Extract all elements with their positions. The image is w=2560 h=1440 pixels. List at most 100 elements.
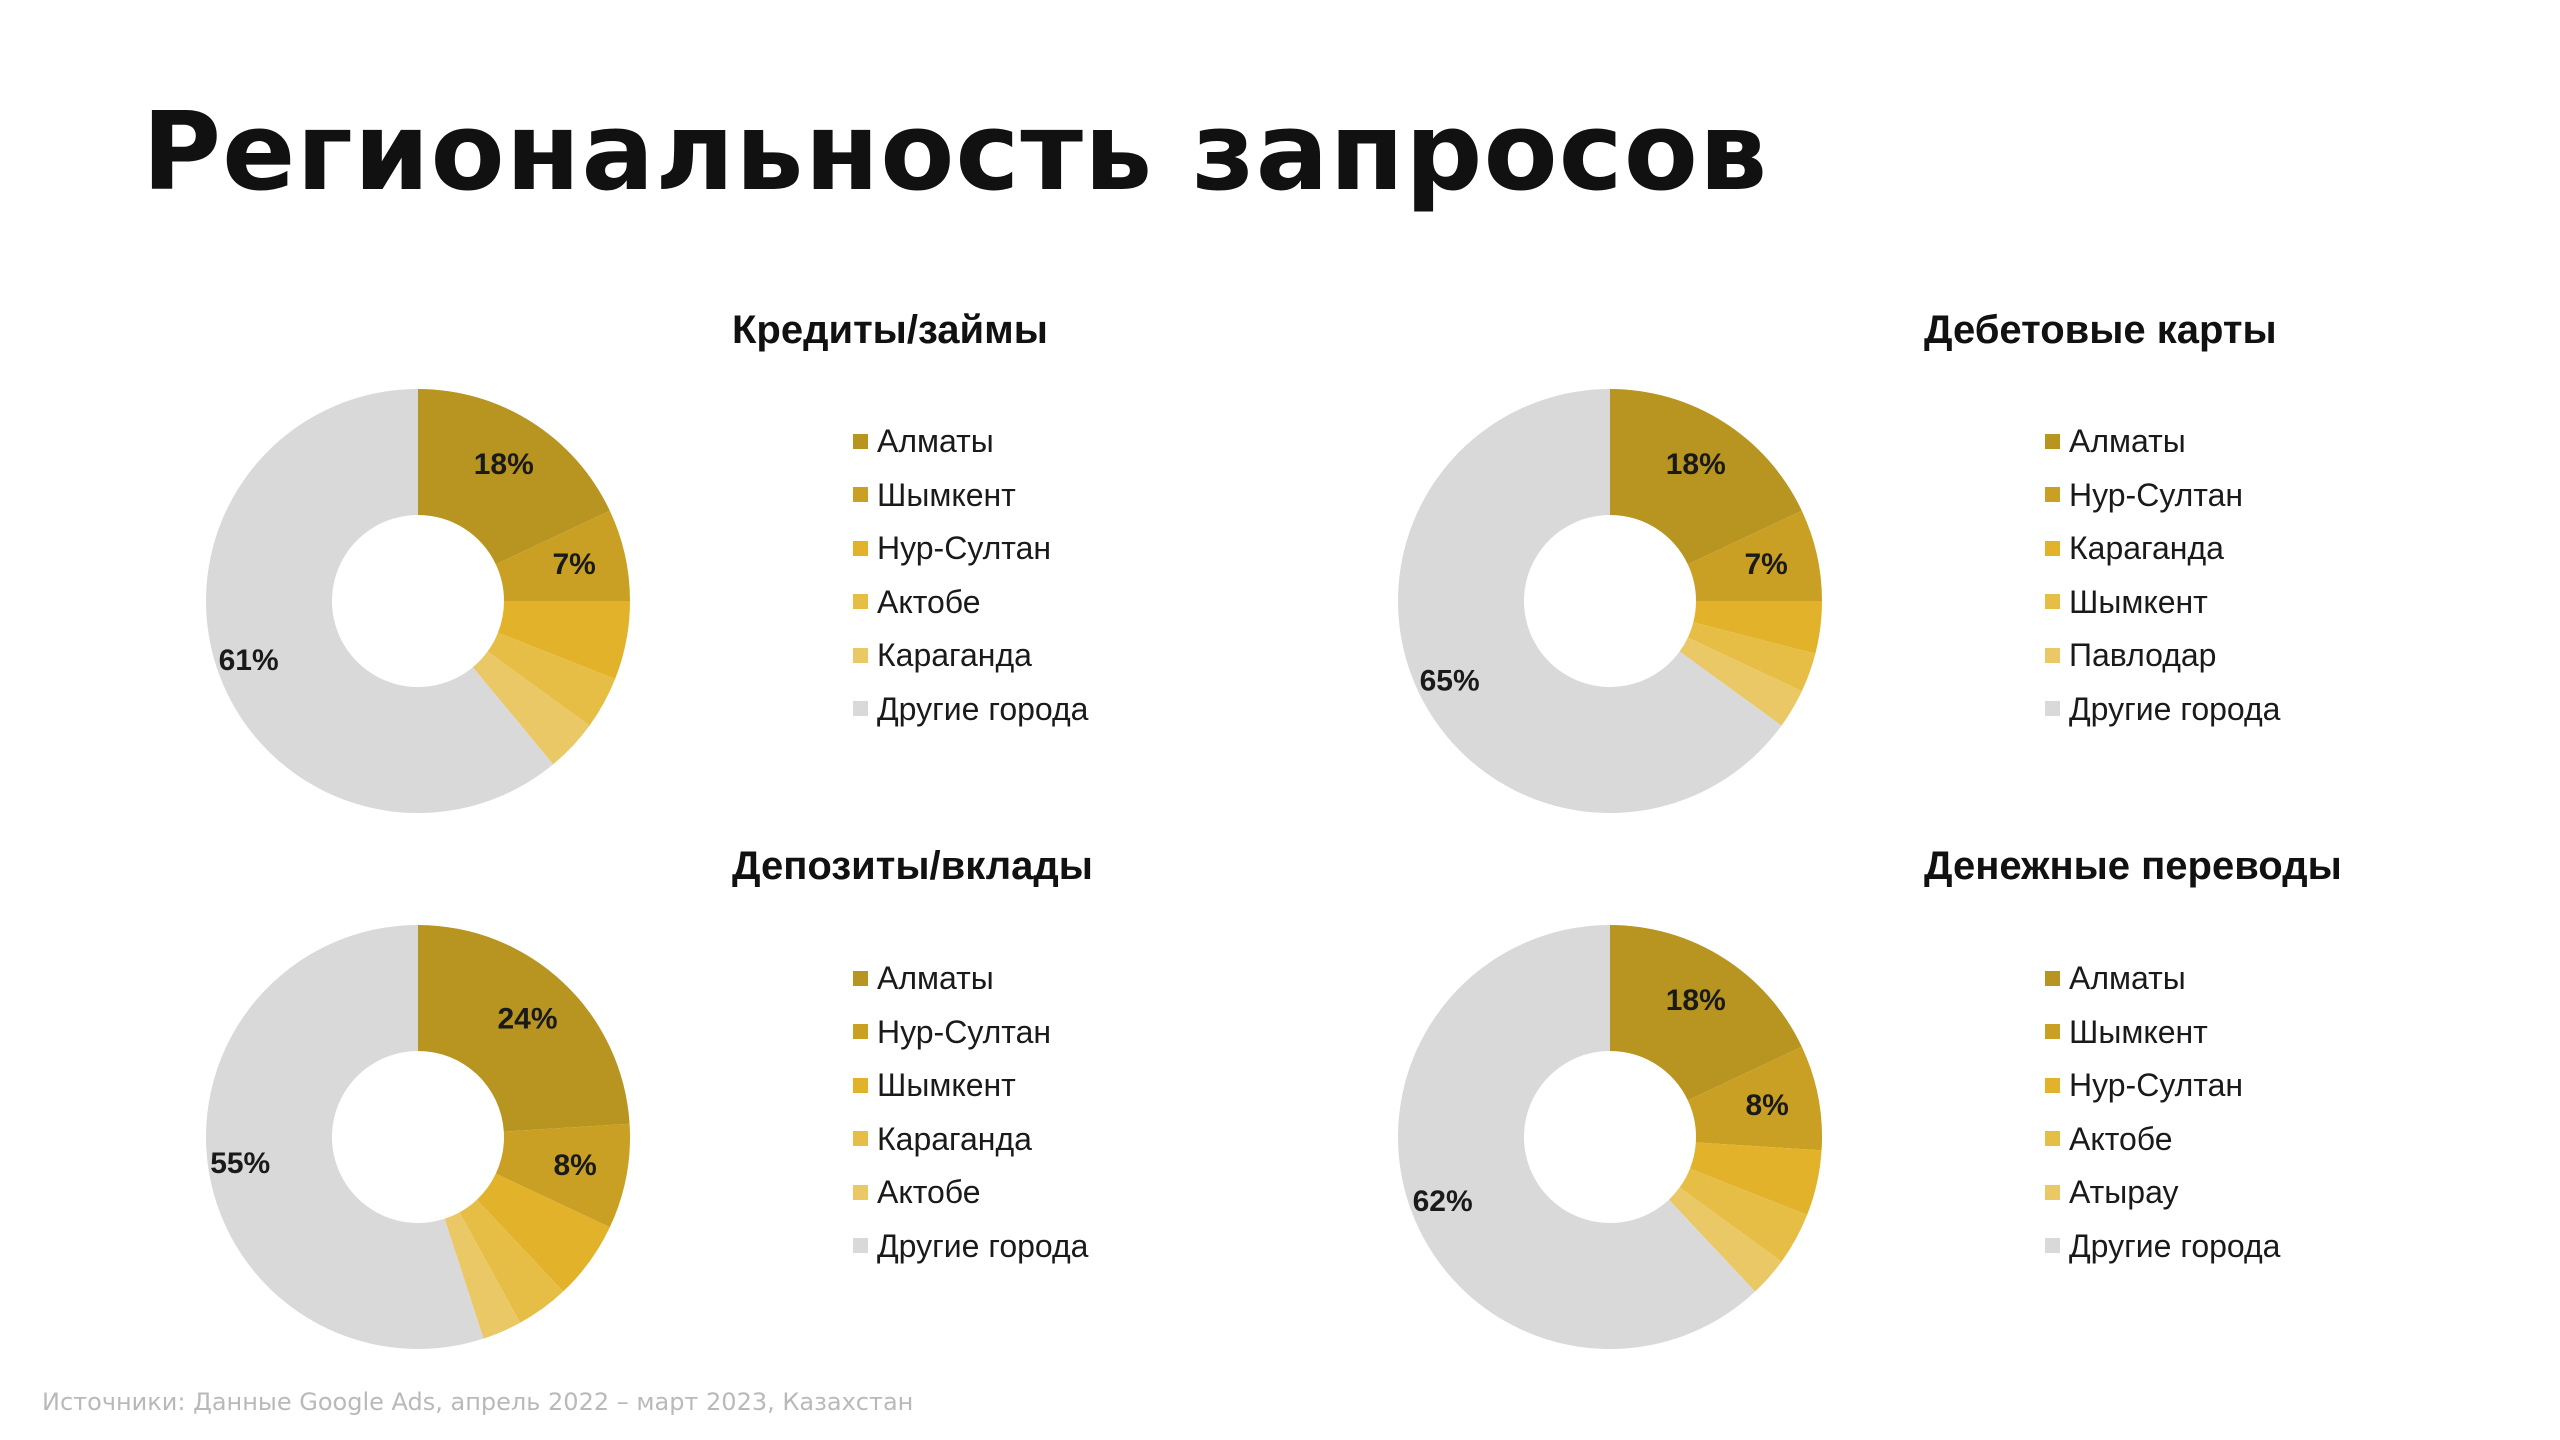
legend-swatch — [853, 1238, 868, 1253]
slice-data-label: 62% — [1413, 1185, 1473, 1218]
legend-swatch — [2045, 1077, 2060, 1093]
legend-item: Другие города — [853, 1230, 1088, 1262]
legend-swatch — [2045, 647, 2060, 663]
legend-label: Другие города — [2069, 1227, 2281, 1264]
donut-chart: 24% 8% 55% — [205, 925, 630, 1349]
legend-swatch — [2045, 1238, 2060, 1253]
legend-label: Алматы — [2069, 423, 2186, 459]
legend-label: Атырау — [2069, 1174, 2179, 1210]
legend-label: Шымкент — [877, 476, 1016, 513]
legend-item: Караганда — [2045, 532, 2224, 564]
donut-slice-другие-города — [1397, 389, 1782, 813]
legend-item: Нур-Султан — [853, 532, 1051, 564]
donut-slice-алматы — [1610, 389, 1802, 565]
legend-swatch — [853, 647, 868, 663]
legend-label: Шымкент — [2069, 1013, 2208, 1050]
legend-label: Нур-Султан — [877, 530, 1052, 566]
legend-swatch — [2045, 1184, 2060, 1200]
slice-data-label: 7% — [1744, 548, 1787, 581]
slice-data-label: 55% — [210, 1147, 270, 1180]
legend-item: Атырау — [2045, 1176, 2179, 1208]
legend-label: Актобе — [877, 1174, 981, 1210]
donut-slice-актобе — [487, 632, 616, 726]
donut-slice-караганда — [1693, 601, 1822, 654]
chart-title: Кредиты/займы — [732, 308, 1048, 352]
donut-slice-караганда — [472, 651, 590, 765]
legend-label: Шымкент — [2069, 583, 2208, 620]
legend-item: Другие города — [2045, 693, 2280, 725]
donut-slice-актобе — [444, 1212, 521, 1339]
legend-swatch — [853, 1024, 868, 1039]
legend-item: Актобе — [853, 1176, 981, 1208]
donut-slice-нур-султан — [495, 1123, 630, 1228]
legend-item: Алматы — [853, 425, 994, 457]
legend-swatch — [853, 594, 868, 609]
chart-title: Дебетовые карты — [1924, 308, 2277, 352]
legend-label: Павлодар — [2069, 637, 2217, 673]
legend-swatch — [2045, 540, 2060, 556]
legend-swatch — [2045, 487, 2060, 502]
donut-slice-другие-города — [205, 925, 484, 1349]
legend-item: Нур-Султан — [853, 1016, 1051, 1048]
legend-label: Другие города — [877, 690, 1089, 727]
legend-item: Нур-Султан — [2045, 1069, 2243, 1101]
legend-item: Шымкент — [853, 479, 1016, 511]
legend-item: Нур-Султан — [2045, 479, 2243, 511]
legend-swatch — [2045, 1131, 2060, 1146]
legend-swatch — [853, 433, 868, 449]
legend-swatch — [853, 701, 868, 716]
slice-data-label: 8% — [553, 1149, 596, 1182]
donut-chart: 18% 8% 62% — [1397, 925, 1822, 1349]
legend-item: Алматы — [853, 962, 994, 994]
legend-item: Актобе — [2045, 1123, 2173, 1155]
legend-label: Алматы — [2069, 960, 2186, 996]
donut-chart: 18% 7% 65% — [1397, 389, 1822, 813]
legend-label: Другие города — [2069, 690, 2281, 727]
legend-label: Шымкент — [877, 1067, 1016, 1103]
legend-label: Нур-Султан — [877, 1013, 1052, 1050]
legend-swatch — [853, 487, 868, 502]
legend-label: Нур-Султан — [2069, 1067, 2244, 1103]
page-title: Региональность запросов — [142, 90, 1769, 215]
legend-swatch — [853, 540, 868, 556]
source-note: Источники: Данные Google Ads, апрель 202… — [42, 1388, 914, 1416]
legend-label: Актобе — [877, 583, 981, 620]
slice-data-label: 7% — [552, 548, 595, 581]
legend-label: Другие города — [877, 1227, 1089, 1264]
donut-slice-актобе — [1679, 1168, 1808, 1262]
legend-item: Другие города — [2045, 1230, 2280, 1262]
legend-item: Павлодар — [2045, 639, 2216, 671]
legend-label: Нур-Султан — [2069, 476, 2244, 513]
legend-item: Другие города — [853, 693, 1088, 725]
legend-item: Алматы — [2045, 425, 2186, 457]
legend-swatch — [853, 970, 868, 986]
donut-slice-караганда — [459, 1199, 564, 1323]
slice-data-label: 18% — [474, 448, 534, 481]
donut-slice-нур-султан — [497, 601, 630, 680]
donut-slice-алматы — [418, 389, 610, 565]
donut-slice-алматы — [418, 925, 630, 1132]
legend-item: Шымкент — [2045, 1016, 2208, 1048]
slice-data-label: 18% — [1666, 984, 1726, 1017]
donut-slice-нур-султан — [1689, 1142, 1822, 1216]
slice-data-label: 61% — [219, 644, 279, 677]
donut-slice-шымкент — [1687, 1046, 1822, 1151]
donut-slice-нур-султан — [1687, 510, 1822, 601]
donut-slice-алматы — [1610, 925, 1802, 1101]
donut-slice-шымкент — [476, 1173, 610, 1292]
legend-swatch — [2045, 594, 2060, 609]
legend-swatch — [2045, 1024, 2060, 1039]
legend-swatch — [853, 1077, 868, 1093]
chart-title: Депозиты/вклады — [732, 844, 1093, 888]
legend-label: Караганда — [877, 637, 1032, 673]
donut-chart: 18% 7% 61% — [205, 389, 630, 813]
legend-swatch — [2045, 970, 2060, 986]
legend-item: Караганда — [853, 639, 1032, 671]
legend-item: Караганда — [853, 1123, 1032, 1155]
donut-slice-другие-города — [1397, 925, 1756, 1349]
legend-item: Шымкент — [853, 1069, 1016, 1101]
donut-slice-шымкент — [1687, 622, 1816, 692]
chart-title: Денежные переводы — [1924, 844, 2342, 888]
legend-label: Алматы — [877, 960, 994, 996]
slice-data-label: 18% — [1666, 448, 1726, 481]
